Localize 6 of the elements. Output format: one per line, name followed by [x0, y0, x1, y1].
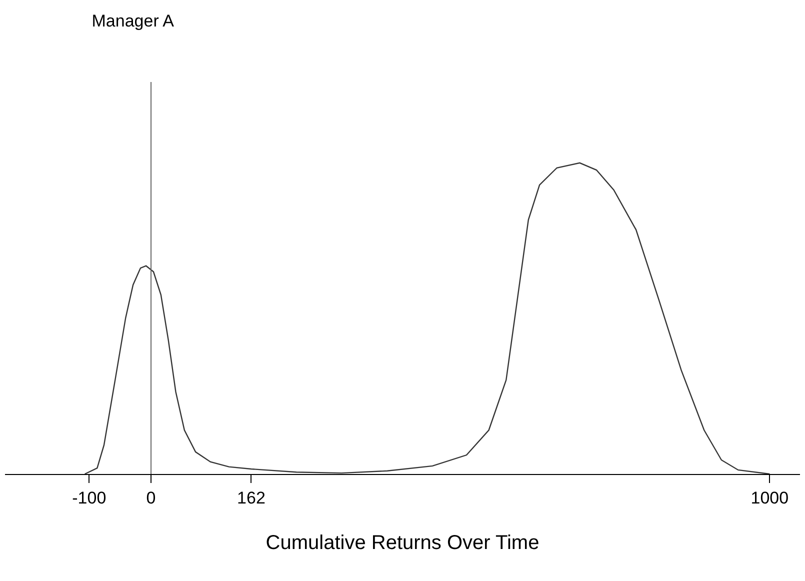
x-tick-label: 1000	[750, 488, 789, 508]
chart-title: Manager A	[92, 11, 175, 30]
x-axis-title: Cumulative Returns Over Time	[266, 532, 540, 554]
x-tick-label: -100	[72, 488, 106, 508]
x-tick-label: 0	[146, 488, 156, 508]
x-tick-label: 162	[237, 488, 266, 508]
